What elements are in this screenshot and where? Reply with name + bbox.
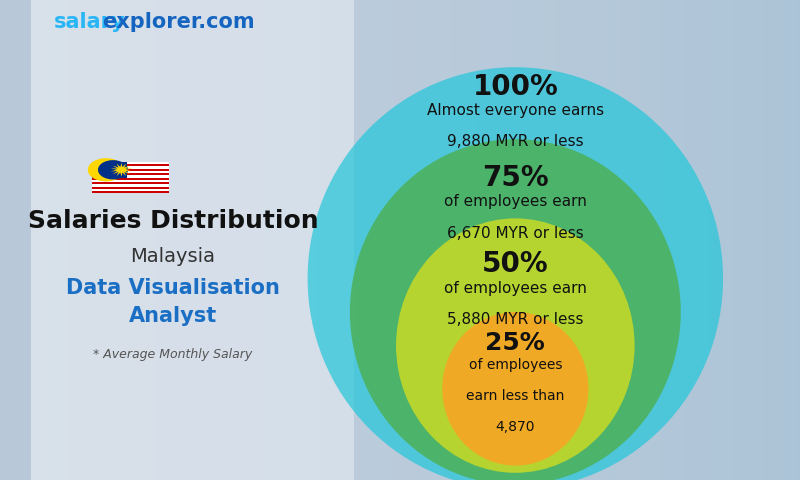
- Bar: [92, 171, 169, 173]
- Polygon shape: [110, 163, 132, 177]
- Bar: [92, 189, 169, 191]
- Bar: [92, 162, 169, 164]
- Bar: [92, 180, 169, 182]
- Bar: [92, 173, 169, 175]
- Text: Salaries Distribution: Salaries Distribution: [28, 209, 318, 233]
- FancyBboxPatch shape: [30, 0, 354, 480]
- Bar: [92, 184, 169, 187]
- Bar: [92, 162, 126, 178]
- Bar: [92, 191, 169, 193]
- Ellipse shape: [396, 218, 634, 473]
- Bar: [92, 182, 169, 184]
- Circle shape: [89, 159, 123, 181]
- Bar: [92, 175, 169, 178]
- Bar: [92, 167, 169, 168]
- Text: 6,670 MYR or less: 6,670 MYR or less: [447, 226, 584, 240]
- Text: Almost everyone earns: Almost everyone earns: [426, 103, 604, 118]
- Text: 50%: 50%: [482, 251, 549, 278]
- Text: 4,870: 4,870: [495, 420, 535, 434]
- Text: Malaysia: Malaysia: [130, 247, 215, 266]
- Ellipse shape: [442, 312, 589, 466]
- Ellipse shape: [307, 67, 723, 480]
- Text: earn less than: earn less than: [466, 389, 565, 403]
- Bar: [92, 164, 169, 167]
- Ellipse shape: [350, 139, 681, 480]
- Bar: [92, 178, 169, 180]
- Text: 9,880 MYR or less: 9,880 MYR or less: [447, 134, 584, 149]
- Text: of employees earn: of employees earn: [444, 194, 586, 209]
- Text: * Average Monthly Salary: * Average Monthly Salary: [94, 348, 253, 361]
- Bar: [92, 162, 169, 193]
- Circle shape: [98, 161, 127, 179]
- Text: explorer.com: explorer.com: [102, 12, 254, 32]
- Text: 25%: 25%: [486, 331, 546, 355]
- Bar: [92, 168, 169, 171]
- Text: Data Visualisation
Analyst: Data Visualisation Analyst: [66, 278, 280, 326]
- Text: of employees earn: of employees earn: [444, 281, 586, 296]
- Text: of employees: of employees: [469, 358, 562, 372]
- Text: salary: salary: [54, 12, 126, 32]
- Text: 5,880 MYR or less: 5,880 MYR or less: [447, 312, 583, 327]
- Bar: [92, 187, 169, 189]
- Text: 100%: 100%: [473, 73, 558, 101]
- Text: 75%: 75%: [482, 164, 549, 192]
